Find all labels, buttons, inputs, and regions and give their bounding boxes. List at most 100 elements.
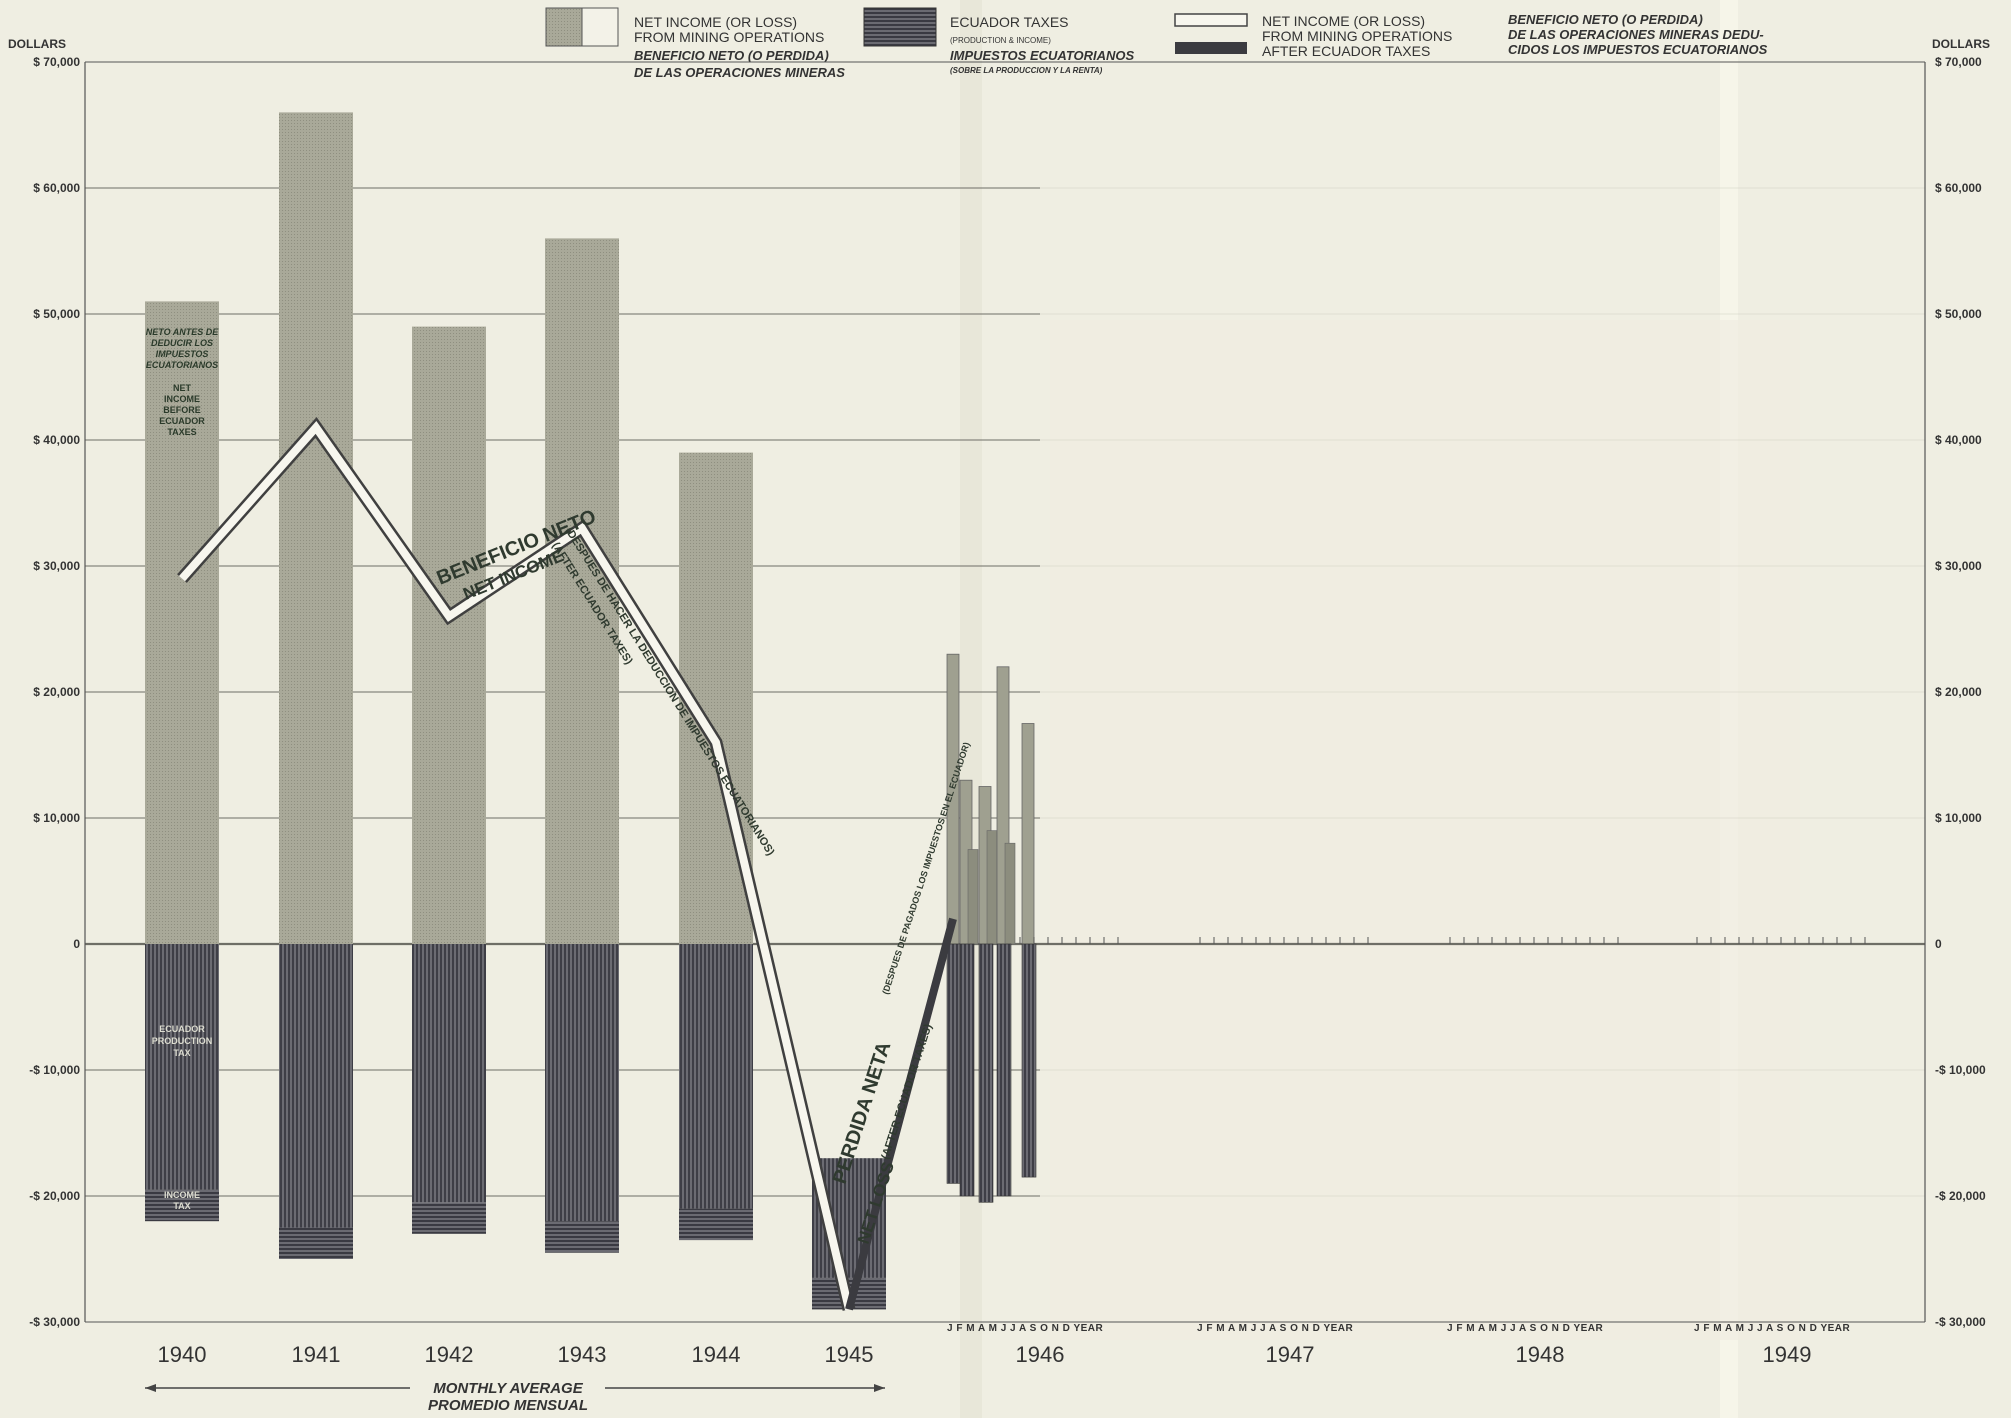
x-label-1948: 1948	[1516, 1342, 1565, 1367]
monthly-average-note: MONTHLY AVERAGE PROMEDIO MENSUAL	[145, 1380, 885, 1414]
x-label-1947: 1947	[1266, 1342, 1315, 1367]
month-bar-tax-3	[996, 943, 1012, 1197]
bar-income-1941	[279, 112, 353, 944]
after-tax-line-fill	[179, 420, 853, 1311]
bar-tax-prod-1942	[412, 944, 486, 1203]
bar-income-1940	[145, 301, 219, 944]
y-tick-left-1: $ 60,000	[33, 181, 80, 195]
ann-1940-en-line1: NET	[173, 383, 192, 393]
after-tax-line	[177, 416, 957, 1311]
bar-income-1942	[412, 326, 486, 945]
month-tick-labels-3: J F M A M J J A S O N D YEAR	[1694, 1323, 1851, 1334]
month-bar-inner-2	[986, 830, 998, 945]
ann-1940-en-line5: TAXES	[167, 427, 196, 437]
y-tick-left-5: $ 20,000	[33, 685, 80, 699]
month-bar-income-4	[1021, 723, 1035, 945]
legend-item4-line3: CIDOS LOS IMPUESTOS ECUATORIANOS	[1508, 42, 1768, 57]
ann-1940-es-line1: NETO ANTES DE	[146, 327, 220, 337]
ann-1940-tax-line3: TAX	[173, 1048, 190, 1058]
x-label-1940: 1940	[158, 1342, 207, 1367]
legend-item2-line1: ECUADOR TAXES	[950, 14, 1069, 30]
month-bar-tax-2	[978, 943, 994, 1203]
y-tick-right-6: $ 10,000	[1935, 811, 1982, 825]
y-tick-left-4: $ 30,000	[33, 559, 80, 573]
bar-tax-income-1940	[145, 1189, 219, 1222]
y-tick-left-6: $ 10,000	[33, 811, 80, 825]
monthly-average-label-es: PROMEDIO MENSUAL	[428, 1397, 588, 1414]
legend-item3-line2: FROM MINING OPERATIONS	[1262, 28, 1452, 44]
bar-tax-income-1944	[679, 1208, 753, 1241]
y-tick-left-8: -$ 10,000	[29, 1063, 80, 1077]
bar-tax-income-1941	[279, 1227, 353, 1259]
legend: NET INCOME (OR LOSS) FROM MINING OPERATI…	[545, 7, 1768, 80]
y-tick-right-4: $ 30,000	[1935, 559, 1982, 573]
legend-item3-line3: AFTER ECUADOR TAXES	[1262, 43, 1430, 59]
y-tick-right-10: -$ 30,000	[1935, 1315, 1986, 1329]
legend-item4-line1: BENEFICIO NETO (O PERDIDA)	[1508, 12, 1703, 27]
y-tick-left-9: -$ 20,000	[29, 1189, 80, 1203]
y-tick-right-5: $ 20,000	[1935, 685, 1982, 699]
legend-item2-line2: (PRODUCTION & INCOME)	[950, 36, 1051, 45]
ann-1940-en-line2: INCOME	[164, 394, 200, 404]
y-tick-right-3: $ 40,000	[1935, 433, 1982, 447]
legend-item4-line2: DE LAS OPERACIONES MINERAS DEDU-	[1508, 27, 1764, 42]
bar-tax-prod-1943	[545, 944, 619, 1222]
y-tick-right-9: -$ 20,000	[1935, 1189, 1986, 1203]
bar-tax-income-1943	[545, 1221, 619, 1253]
month-bar-inner-3	[1004, 842, 1016, 945]
month-bar-tax-0	[946, 943, 962, 1184]
y-tick-left-3: $ 40,000	[33, 433, 80, 447]
month-tick-labels-0: J F M A M J J A S O N D YEAR	[947, 1323, 1104, 1334]
y-tick-labels: $ 70,000 $ 70,000 $ 60,000 $ 60,000 $ 50,000…	[29, 55, 1986, 1329]
y-tick-right-7: 0	[1935, 937, 1942, 951]
legend-item3-line1: NET INCOME (OR LOSS)	[1262, 13, 1425, 29]
ann-1940-en-line4: ECUADOR	[159, 416, 205, 426]
y-axis-title-left: DOLLARS	[8, 37, 66, 51]
ann-1940-es-line4: ECUATORIANOS	[146, 360, 218, 370]
month-ticks: J F M A M J J A S O N D YEAR J F M A M J …	[947, 937, 1866, 1334]
ann-1940-income-tax-line2: TAX	[173, 1201, 190, 1211]
x-tick-labels: 1940 1941 1942 1943 1944 1945 1946 1947 1948 1949	[158, 1342, 1812, 1367]
bar-tax-income-1942	[412, 1202, 486, 1234]
ann-1940-es-line2: DEDUCIR LOS	[151, 338, 213, 348]
month-tick-labels-2: J F M A M J J A S O N D YEAR	[1447, 1323, 1604, 1334]
y-tick-left-2: $ 50,000	[33, 307, 80, 321]
bar-tax-prod-1940	[145, 944, 219, 1190]
legend-swatch-after-tax	[1174, 13, 1248, 27]
ann-1940-tax-line1: ECUADOR	[159, 1024, 205, 1034]
legend-item1-line2: FROM MINING OPERATIONS	[634, 29, 824, 45]
x-label-1943: 1943	[558, 1342, 607, 1367]
y-tick-left-0: $ 70,000	[33, 55, 80, 69]
month-bar-inner-1	[967, 849, 979, 945]
ann-1940-tax-line2: PRODUCTION	[152, 1036, 213, 1046]
monthly-average-label: MONTHLY AVERAGE	[433, 1380, 583, 1397]
month-tick-labels-1: J F M A M J J A S O N D YEAR	[1197, 1323, 1354, 1334]
y-tick-left-10: -$ 30,000	[29, 1315, 80, 1329]
y-tick-left-7: 0	[73, 937, 80, 951]
y-tick-right-0: $ 70,000	[1935, 55, 1982, 69]
legend-item2-line3: IMPUESTOS ECUATORIANOS	[950, 48, 1135, 63]
legend-item1-line4: DE LAS OPERACIONES MINERAS	[634, 65, 845, 80]
month-bar-tax-1	[959, 943, 975, 1197]
y-tick-right-1: $ 60,000	[1935, 181, 1982, 195]
bar-tax-prod-1944	[679, 944, 753, 1209]
ann-1940-en-line3: BEFORE	[163, 405, 201, 415]
monthly-bars-1946	[946, 653, 1037, 1203]
bar-1940-annotations: NETO ANTES DE DEDUCIR LOS IMPUESTOS ECUA…	[146, 327, 220, 1211]
legend-item1-line1: NET INCOME (OR LOSS)	[634, 14, 797, 30]
x-label-1942: 1942	[425, 1342, 474, 1367]
bar-tax-prod-1941	[279, 944, 353, 1228]
ann-1940-es-line3: IMPUESTOS	[156, 349, 209, 359]
y-tick-right-2: $ 50,000	[1935, 307, 1982, 321]
x-label-1949: 1949	[1763, 1342, 1812, 1367]
month-bar-tax-4	[1021, 943, 1037, 1178]
y-axis-title-right: DOLLARS	[1932, 37, 1990, 51]
bar-income-1943	[545, 238, 619, 944]
x-label-1945: 1945	[825, 1342, 874, 1367]
legend-item2-line4: (SOBRE LA PRODUCCION Y LA RENTA)	[950, 66, 1103, 75]
x-label-1946: 1946	[1016, 1342, 1065, 1367]
y-tick-right-8: -$ 10,000	[1935, 1063, 1986, 1077]
legend-item1-line3: BENEFICIO NETO (O PERDIDA)	[634, 48, 829, 63]
x-label-1944: 1944	[692, 1342, 741, 1367]
